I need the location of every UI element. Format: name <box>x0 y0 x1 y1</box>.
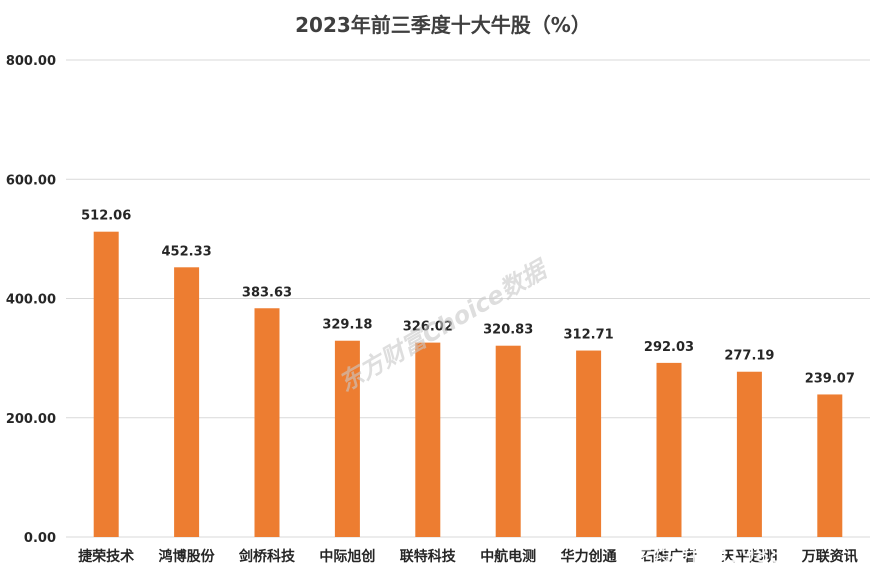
x-tick-label: 联特科技 <box>400 548 457 565</box>
bar <box>415 342 441 537</box>
y-tick-label: 200.00 <box>6 412 56 427</box>
bars <box>93 231 843 538</box>
data-label: 320.83 <box>483 323 533 338</box>
data-label: 239.07 <box>805 371 855 386</box>
y-tick-label: 800.00 <box>6 54 56 69</box>
y-axis-ticks: 0.00 200.00 400.00 600.00 800.00 <box>6 54 56 546</box>
bar <box>576 350 602 537</box>
x-tick-label: 中航电测 <box>480 548 536 565</box>
bar <box>817 394 843 537</box>
watermark-bottom: 尼度·申明1988 <box>632 543 783 568</box>
gridlines <box>66 59 870 538</box>
data-label: 452.33 <box>162 244 212 259</box>
data-label: 292.03 <box>644 340 694 355</box>
data-label: 383.63 <box>242 285 292 300</box>
x-tick-label: 剑桥科技 <box>238 548 296 565</box>
data-label: 277.19 <box>724 349 774 364</box>
y-tick-label: 400.00 <box>6 293 56 308</box>
data-label: 326.02 <box>403 320 453 335</box>
x-tick-label: 捷荣技术 <box>78 548 134 565</box>
bar <box>656 362 682 537</box>
y-tick-label: 600.00 <box>6 173 56 188</box>
data-label: 512.06 <box>81 209 131 224</box>
x-tick-label: 石维广者 <box>640 548 697 565</box>
x-tick-label: 天平起明 <box>721 548 777 565</box>
bar <box>736 371 762 537</box>
bar <box>93 231 119 538</box>
x-axis-ticks: 捷荣技术 鸿博股份 剑桥科技 中际旭创 联特科技 中航电测 华力创通 石维广者 天平起明 万联资讯 <box>78 548 858 565</box>
bar <box>334 340 360 537</box>
x-tick-label: 万联资讯 <box>801 548 858 565</box>
bar <box>254 308 280 537</box>
x-tick-label: 鸿博股份 <box>159 548 216 565</box>
y-tick-label: 0.00 <box>24 531 56 546</box>
bar <box>495 345 521 537</box>
bar <box>174 267 200 537</box>
data-label: 329.18 <box>322 318 372 333</box>
chart-title: 2023年前三季度十大牛股（%） <box>295 13 591 37</box>
data-labels: 512.06 452.33 383.63 329.18 326.02 320.83 312.… <box>81 209 855 387</box>
data-label: 312.71 <box>564 328 614 343</box>
x-tick-label: 中际旭创 <box>319 548 375 565</box>
x-tick-label: 华力创通 <box>561 548 617 565</box>
